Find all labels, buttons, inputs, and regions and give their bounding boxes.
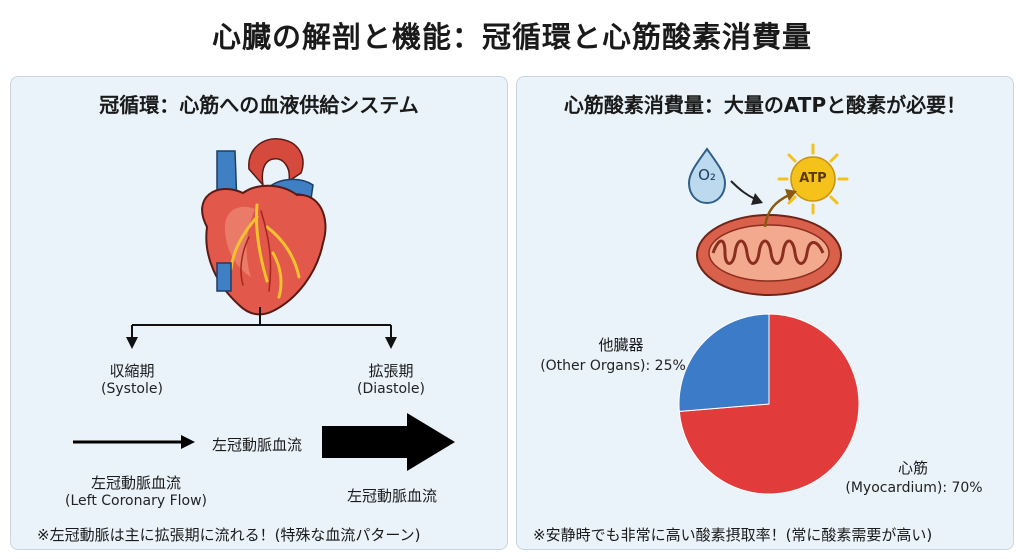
atp-label: ATP xyxy=(799,171,827,186)
mitochondria-inner xyxy=(708,224,830,282)
oxygen-panel-title: 心筋酸素消費量：大量のATPと酸素が必要！ xyxy=(563,93,967,117)
mitochondria-cristae xyxy=(711,239,825,265)
systole-label: 収縮期 xyxy=(109,362,155,380)
left-coronary-flow-label: 左冠動脈血流 xyxy=(90,474,181,492)
diastole-label: 拡張期 xyxy=(368,362,414,380)
oxygen-note: ※安静時でも非常に高い酸素摂取率！(常に酸素需要が高い) xyxy=(533,526,933,544)
coronary-circulation-panel: 冠循環：心筋への血液供給システム 収縮期 (Systole) 拡張期 xyxy=(10,76,508,550)
diastole-label-en: (Diastole) xyxy=(356,381,426,397)
coronary-panel-title: 冠循環：心筋への血液供給システム xyxy=(99,93,419,117)
pie-slice-other-organs xyxy=(678,313,770,412)
diastole-flow-arrow xyxy=(322,413,455,471)
mitochondria-illustration xyxy=(687,143,849,296)
o2-drop-icon xyxy=(687,147,727,205)
heart-body xyxy=(201,184,327,316)
atp-sun-icon xyxy=(777,143,849,215)
systole-flow-arrowhead xyxy=(181,435,195,449)
oxygen-pie-chart xyxy=(678,313,860,495)
heart-illustration xyxy=(73,138,455,471)
systole-arrowhead xyxy=(126,337,138,349)
atp-arrow xyxy=(763,193,790,228)
pie-label-other-en: (Other Organs): 25% xyxy=(540,358,686,374)
diastole-flow-label: 左冠動脈血流 xyxy=(346,487,437,505)
left-coronary-flow-label-en: (Left Coronary Flow) xyxy=(65,493,207,509)
lower-vena-cava-vessel xyxy=(216,262,232,292)
page-title: 心臓の解剖と機能：冠循環と心筋酸素消費量 xyxy=(211,20,812,54)
diastole-arrowhead xyxy=(385,337,397,349)
o2-label: O₂ xyxy=(698,166,716,184)
o2-arrow xyxy=(730,180,756,200)
atp-arrowhead xyxy=(785,189,797,201)
coronary-vessel-yellow xyxy=(229,203,301,299)
pie-label-myocardium-en: (Myocardium): 70% xyxy=(845,480,983,496)
flow-top-label: 左冠動脈血流 xyxy=(211,436,302,454)
coronary-vessel-red xyxy=(240,210,272,292)
aorta-vessel xyxy=(248,138,304,188)
systole-label-en: (Systole) xyxy=(101,381,163,397)
coronary-note: ※左冠動脈は主に拡張期に流れる！(特殊な血流パターン) xyxy=(37,526,421,544)
pie-label-other-jp: 他臓器 xyxy=(598,336,644,354)
pie-label-myocardium-jp: 心筋 xyxy=(897,459,928,477)
o2-arrowhead xyxy=(751,193,763,205)
oxygen-consumption-panel: 心筋酸素消費量：大量のATPと酸素が必要！ xyxy=(516,76,1014,550)
